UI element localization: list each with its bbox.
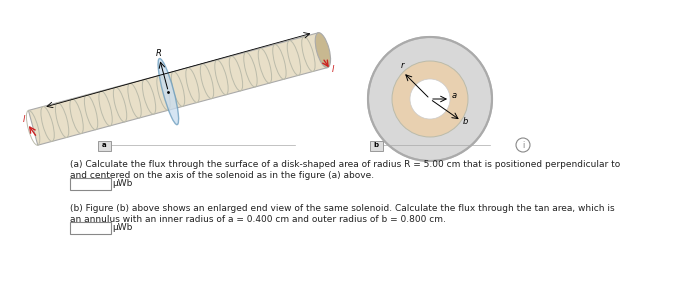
Circle shape <box>410 79 450 119</box>
Text: r: r <box>401 61 405 70</box>
Ellipse shape <box>158 59 178 125</box>
FancyBboxPatch shape <box>69 178 111 190</box>
Text: b: b <box>373 142 379 148</box>
FancyBboxPatch shape <box>69 221 111 233</box>
Text: an annulus with an inner radius of a = 0.400 cm and outer radius of b = 0.800 cm: an annulus with an inner radius of a = 0… <box>70 215 446 224</box>
Text: i: i <box>522 141 524 150</box>
Circle shape <box>392 61 468 137</box>
Circle shape <box>516 138 530 152</box>
Ellipse shape <box>315 33 330 68</box>
FancyBboxPatch shape <box>97 141 111 151</box>
Text: and centered on the axis of the solenoid as in the figure (a) above.: and centered on the axis of the solenoid… <box>70 171 374 180</box>
Text: a: a <box>102 142 106 148</box>
Text: I: I <box>23 115 26 123</box>
Text: μWb: μWb <box>112 179 132 188</box>
Polygon shape <box>29 33 328 145</box>
Text: a: a <box>452 91 457 100</box>
Text: (a) Calculate the flux through the surface of a disk-shaped area of radius R = 5: (a) Calculate the flux through the surfa… <box>70 160 620 169</box>
Text: μWb: μWb <box>112 223 132 232</box>
Circle shape <box>368 37 492 161</box>
Text: I: I <box>332 65 334 74</box>
Text: R: R <box>155 49 162 58</box>
FancyBboxPatch shape <box>370 141 382 151</box>
Text: b: b <box>463 117 468 126</box>
Text: (b) Figure (b) above shows an enlarged end view of the same solenoid. Calculate : (b) Figure (b) above shows an enlarged e… <box>70 204 615 213</box>
